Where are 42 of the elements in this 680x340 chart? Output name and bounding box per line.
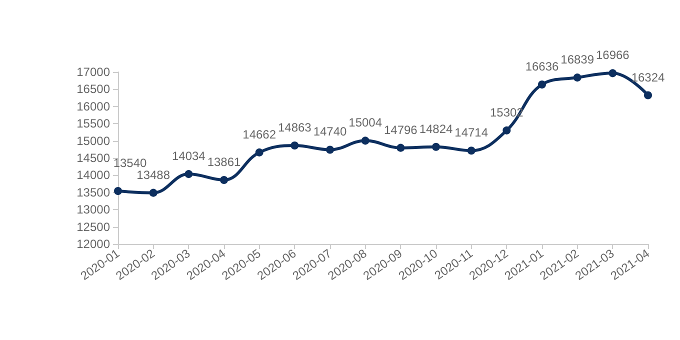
y-tick-label: 12500 — [76, 220, 110, 234]
point — [502, 126, 511, 134]
data-label: 15004 — [348, 116, 382, 130]
y-tick-label: 14500 — [76, 151, 110, 165]
point — [326, 146, 334, 154]
data-label: 16324 — [631, 70, 666, 84]
point — [467, 146, 476, 155]
data-label: 13861 — [207, 154, 242, 169]
y-tick-label: 15000 — [76, 134, 110, 148]
data-label: 13540 — [113, 156, 148, 170]
y-tick-label: 13000 — [76, 202, 110, 217]
y-tick-label: 13500 — [76, 185, 110, 200]
data-label: 14740 — [313, 124, 348, 139]
data-label: 14863 — [278, 120, 312, 135]
point — [361, 136, 370, 145]
y-tick-label: 15500 — [76, 116, 110, 131]
point — [538, 80, 546, 89]
point — [644, 91, 652, 100]
y-tick-label: 12000 — [76, 237, 110, 251]
point — [573, 74, 582, 82]
point — [432, 142, 440, 151]
y-tick-label: 16000 — [76, 99, 110, 114]
data-label: 14714 — [454, 126, 488, 140]
y-tick-label: 14000 — [76, 168, 110, 182]
data-label: 16966 — [596, 48, 630, 62]
y-tick-label: 17000 — [76, 65, 110, 79]
point — [114, 187, 122, 196]
point — [396, 144, 405, 152]
data-label: 16636 — [525, 60, 560, 74]
point — [608, 69, 617, 78]
point — [255, 148, 264, 156]
y-tick-label: 16500 — [76, 82, 110, 96]
data-label: 13488 — [136, 168, 170, 182]
data-label: 14796 — [384, 122, 418, 137]
point — [290, 142, 299, 150]
point — [149, 188, 158, 197]
data-label: 14034 — [172, 149, 206, 164]
data-label: 14824 — [419, 122, 454, 136]
data-label: 16839 — [560, 52, 594, 67]
point — [184, 170, 193, 178]
data-label: 14662 — [242, 127, 276, 142]
point — [220, 176, 228, 184]
